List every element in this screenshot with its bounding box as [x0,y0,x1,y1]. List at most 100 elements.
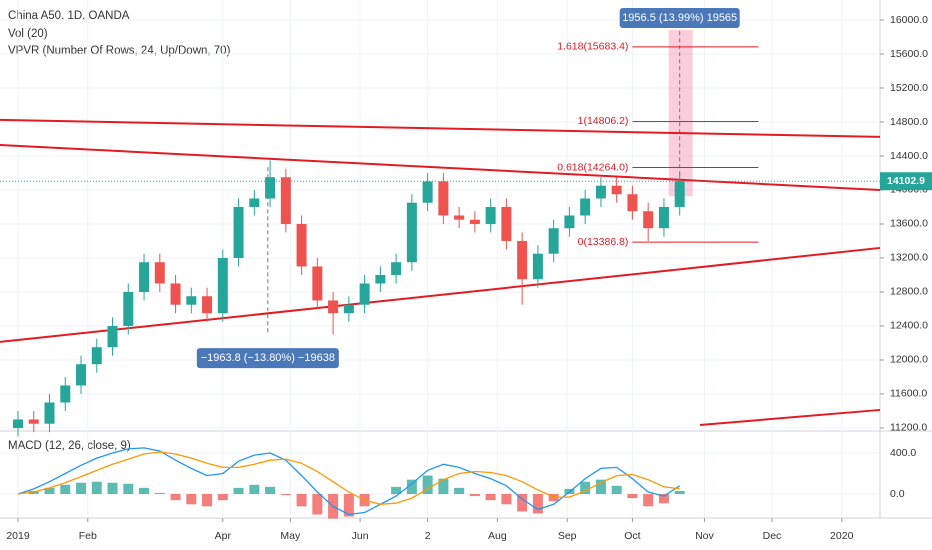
y-tick-label: 0.0 [890,488,905,500]
macd-histogram-bar [611,485,622,495]
candle-body [154,262,165,284]
macd-histogram-bar [501,494,512,505]
macd-histogram-bar [265,486,276,495]
candle-body [296,223,307,267]
macd-histogram-bar [532,494,543,514]
y-tick-label: 14400.0 [890,150,928,162]
candle-body [233,206,244,258]
fib-label: 1(14806.2) [578,115,629,127]
candle-body [501,206,512,241]
x-tick-label: 2 [425,530,431,542]
y-tick-label: 12000.0 [890,354,928,366]
trendline [0,144,881,191]
macd-histogram-bar [107,482,118,495]
y-tick-label: 400.0 [890,447,916,459]
x-tick-label: 2020 [830,530,854,542]
measure-label-bg [619,7,740,28]
candle-body [186,296,197,305]
measure-range [668,29,693,197]
macd-histogram-bar [44,487,55,495]
indicator-label: VPVR (Number Of Rows, 24, Up/Down, 70) [8,45,231,57]
x-tick-label: Feb [79,530,97,542]
macd-line [17,451,680,505]
y-tick-label: 13200.0 [890,252,928,264]
candle-body [517,240,528,280]
candle-body [422,181,433,203]
macd-histogram-bar [438,478,449,495]
fib-label: 1.618(15683.4) [557,41,628,53]
candle-body [217,257,228,314]
candle-body [375,274,386,284]
macd-histogram-bar [627,494,638,499]
trendline [0,118,881,138]
macd-histogram-bar [312,494,323,515]
macd-histogram-bar [217,494,228,501]
macd-histogram-bar [139,487,150,495]
candle-body [249,198,260,207]
measure-label: −1963.8 (−13.80%) −19638 [201,352,335,364]
candle-body [469,219,480,224]
macd-histogram-bar [517,494,528,512]
candle-body [76,364,87,386]
macd-histogram-bar [580,481,591,495]
candle-body [91,347,102,365]
measure-label: 1956.5 (13.99%) 19565 [622,12,737,24]
macd-histogram-bar [249,484,260,495]
candle-body [595,185,606,199]
x-tick-label: Oct [624,530,640,542]
y-tick-label: 11200.0 [890,422,927,434]
candle-body [454,215,465,220]
candle-body [13,419,24,428]
candle-body [265,177,276,199]
candle-body [391,262,402,275]
candle-body [548,228,559,254]
indicator-label: Vol (20) [8,28,48,40]
x-tick-label: Sep [558,530,577,542]
candle-body [312,266,323,301]
macd-histogram-bar [186,494,197,505]
trendline [699,408,881,426]
y-tick-label: 12400.0 [890,320,928,332]
macd-histogram-bar [233,487,244,495]
macd-title: MACD (12, 26, close, 9) [8,440,131,452]
macd-histogram-bar [123,483,134,495]
candle-body [359,283,370,305]
candle-body [60,385,71,403]
x-tick-label: Jun [352,530,369,542]
x-tick-label: May [280,530,301,542]
candle-body [532,253,543,280]
candle-body [343,304,354,314]
fib-label: 0.618(14264.0) [557,161,628,173]
macd-histogram-bar [280,494,291,496]
candle-body [44,402,55,424]
macd-histogram-bar [422,475,433,495]
macd-histogram-bar [406,479,417,495]
macd-line [17,447,681,516]
candle-body [123,291,134,326]
candle-body [627,194,638,212]
candle-body [139,262,150,292]
candle-body [611,185,622,195]
trendline [0,246,881,343]
macd-histogram-bar [469,494,480,497]
x-tick-label: 2019 [6,530,30,542]
chart-title: China A50, 1D, OANDA [8,10,130,22]
measure-label-bg [196,348,339,369]
macd-histogram-bar [170,494,181,501]
macd-histogram-bar [674,490,685,495]
candle-body [643,211,654,229]
macd-histogram-bar [595,479,606,495]
macd-histogram-bar [643,494,654,507]
x-tick-label: Aug [488,530,507,542]
y-tick-label: 14800.0 [890,116,928,128]
candle-body [170,283,181,305]
y-tick-label: 16000.0 [890,14,928,26]
candle-body [328,300,339,314]
macd-histogram-bar [391,486,402,495]
macd-histogram-bar [485,494,496,501]
y-tick-label: 15600.0 [890,48,928,60]
candle-body [485,206,496,224]
x-tick-label: Nov [695,530,714,542]
macd-histogram-bar [154,492,165,495]
